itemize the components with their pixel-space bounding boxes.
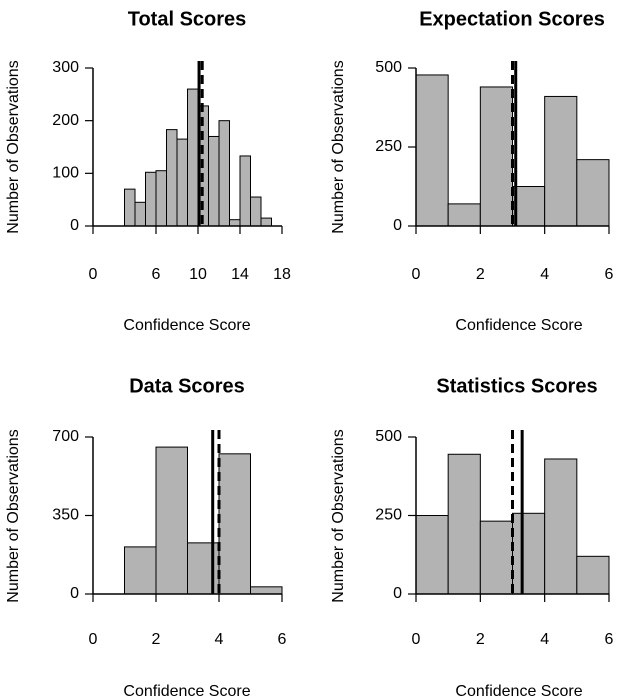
y-tick-label: 300 (52, 59, 79, 76)
histogram-bar (239, 155, 251, 227)
histogram-bar (512, 512, 546, 595)
x-tick-label: 2 (152, 631, 161, 648)
x-axis-label: Confidence Score (455, 317, 582, 334)
histogram-bar (145, 171, 157, 227)
histogram-bar (176, 138, 188, 227)
x-tick-label: 0 (412, 266, 421, 283)
y-tick-label: 250 (375, 138, 402, 155)
panel-2: Expectation Scores 0 2 4 6 0 250 500 Confidence … (330, 8, 613, 334)
y-tick-label: 350 (52, 507, 79, 524)
histogram-bar (415, 515, 449, 595)
histogram-bar (124, 188, 136, 227)
x-tick-label: 6 (152, 266, 161, 283)
y-tick-label: 500 (375, 428, 402, 445)
histogram-bar (260, 217, 272, 227)
histogram-bar (187, 88, 199, 227)
panel-4: Statistics Scores 0 2 4 6 0 250 500 Confidence S… (330, 375, 613, 696)
panel-title: Expectation Scores (419, 8, 605, 30)
histogram-bar (155, 170, 167, 227)
histogram-bar (250, 586, 283, 595)
histogram-bar (576, 159, 610, 227)
histogram-bar (166, 129, 178, 227)
panel-1: Total Scores 0 6 10 14 18 0 100 200 300 Confidence… (5, 8, 291, 334)
y-axis-label: Number of Observations (5, 429, 22, 602)
histogram-bar (134, 201, 146, 227)
histogram-bar (229, 219, 241, 227)
y-tick-label: 0 (393, 585, 402, 602)
histogram-bar (124, 546, 157, 595)
x-tick-label: 2 (476, 266, 485, 283)
histogram-bar (512, 186, 546, 227)
histogram-bar (576, 555, 610, 595)
histogram-bar (479, 520, 514, 595)
x-tick-label: 4 (540, 631, 549, 648)
histogram-bar (415, 74, 449, 227)
histogram-bar (544, 95, 578, 227)
y-axis-label: Number of Observations (330, 60, 347, 233)
x-tick-label: 0 (412, 631, 421, 648)
x-tick-label: 14 (231, 266, 249, 283)
histogram-bar (208, 135, 220, 227)
x-axis-label: Confidence Score (455, 683, 582, 696)
y-tick-label: 0 (70, 585, 79, 602)
histogram-bar (479, 86, 514, 227)
x-tick-label: 4 (215, 631, 224, 648)
y-axis-label: Number of Observations (330, 429, 347, 602)
x-tick-label: 18 (273, 266, 291, 283)
y-tick-label: 700 (52, 428, 79, 445)
x-axis-label: Confidence Score (123, 317, 250, 334)
x-tick-label: 0 (89, 631, 98, 648)
histogram-bar (250, 196, 262, 227)
histogram-bar (447, 453, 481, 595)
y-tick-label: 200 (52, 112, 79, 129)
panel-title: Data Scores (129, 375, 245, 397)
panel-3: Data Scores 0 2 4 6 0 350 700 Confidence Score Nu… (5, 375, 286, 696)
x-tick-label: 6 (278, 631, 287, 648)
y-tick-label: 0 (70, 217, 79, 234)
x-tick-label: 0 (89, 266, 98, 283)
panel-title: Total Scores (128, 8, 247, 30)
x-tick-label: 10 (189, 266, 207, 283)
histogram-bar (544, 458, 578, 595)
x-axis-label: Confidence Score (123, 683, 250, 696)
histogram-bar (218, 120, 230, 227)
y-tick-label: 100 (52, 165, 79, 182)
x-tick-label: 2 (476, 631, 485, 648)
y-tick-label: 500 (375, 59, 402, 76)
panel-title: Statistics Scores (436, 375, 597, 397)
histogram-bar (218, 453, 251, 595)
x-tick-label: 6 (605, 266, 614, 283)
y-tick-label: 0 (393, 217, 402, 234)
histogram-bar (447, 203, 481, 227)
x-tick-label: 4 (540, 266, 549, 283)
y-axis-label: Number of Observations (5, 60, 22, 233)
histogram-bar (155, 446, 188, 595)
y-tick-label: 250 (375, 507, 402, 524)
x-tick-label: 6 (605, 631, 614, 648)
histogram-bar (187, 542, 220, 595)
